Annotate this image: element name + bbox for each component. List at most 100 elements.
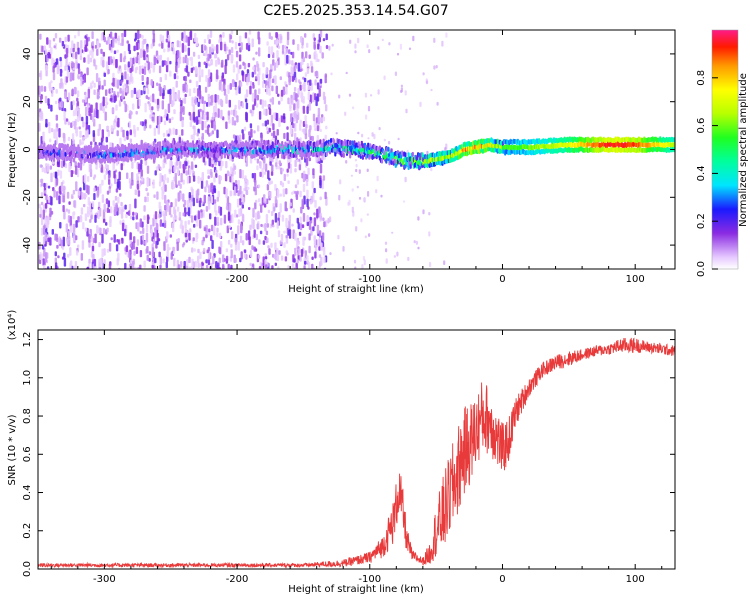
spectrogram-noise-cell <box>254 202 257 210</box>
spectrogram-noise-cell <box>190 113 193 121</box>
spectrogram-noise-cell <box>269 223 273 229</box>
spectrogram-noise-cell <box>87 176 90 182</box>
spectrogram-noise-cell <box>89 57 93 63</box>
spectrogram-noise-cell <box>197 255 200 264</box>
spectrogram-noise-cell <box>324 75 327 84</box>
spectrogram-noise-cell <box>324 191 327 200</box>
spectrogram-noise-cell <box>121 75 124 81</box>
spectrogram-ridge-cell <box>163 152 166 158</box>
spectrogram-noise-cell <box>57 169 60 176</box>
spectrogram-noise-cell <box>69 215 72 226</box>
spectrogram-noise-cell <box>295 93 298 102</box>
spectrogram-noise-cell <box>266 237 269 243</box>
spectrogram-noise-cell <box>73 35 77 39</box>
spectrogram-noise-cell <box>265 264 268 269</box>
spectrogram-noise-cell <box>38 122 41 132</box>
spectrogram-noise-cell <box>107 69 110 75</box>
spectrogram-noise-cell <box>277 45 281 49</box>
spectrogram-noise-cell <box>299 190 302 198</box>
spectrogram-ridge-cell <box>373 144 376 150</box>
spectrogram-noise-cell <box>109 56 113 65</box>
spectrogram-noise-cell <box>136 126 139 131</box>
spectrogram-noise-cell <box>253 130 256 134</box>
spectrogram-noise-cell <box>291 98 294 105</box>
spectrogram-noise-cell <box>400 89 403 93</box>
spectrogram-noise-cell <box>435 65 438 69</box>
spectrogram-noise-cell <box>136 173 139 181</box>
spectrogram-noise-cell <box>46 37 49 45</box>
spectrogram-ridge-cell <box>421 152 424 158</box>
spectrogram-noise-cell <box>54 262 58 269</box>
spectrogram-noise-cell <box>122 88 125 98</box>
spectrogram-noise-cell <box>160 186 164 191</box>
spectrogram-noise-cell <box>185 65 189 73</box>
spectrogram-noise-cell <box>167 133 170 137</box>
spectrogram-ridge-cell <box>52 156 56 162</box>
spectrogram-noise-cell <box>151 116 154 122</box>
spectrogram-noise-cell <box>231 213 234 223</box>
spectrogram-noise-cell <box>303 265 306 269</box>
spectrogram-noise-cell <box>259 99 263 105</box>
spectrogram-noise-cell <box>129 138 132 143</box>
spectrogram-noise-cell <box>52 38 56 42</box>
spectrogram-noise-cell <box>377 46 380 50</box>
spectrogram-noise-cell <box>229 83 232 90</box>
spectrogram-noise-cell <box>375 189 378 194</box>
spectrogram-noise-cell <box>264 100 267 107</box>
spectrogram-noise-cell <box>318 230 322 238</box>
spectrogram-noise-cell <box>230 264 233 269</box>
spectrogram-noise-cell <box>218 157 221 162</box>
spectrogram-noise-cell <box>192 111 196 121</box>
spectrogram-noise-cell <box>149 114 152 119</box>
spectrogram-noise-cell <box>161 35 165 44</box>
spectrogram-noise-cell <box>338 194 341 201</box>
spectrogram-noise-cell <box>55 89 58 94</box>
spectrogram-noise-cell <box>97 210 100 220</box>
spectrogram-noise-cell <box>92 130 95 137</box>
spectrogram-noise-cell <box>179 104 183 114</box>
spectrogram-noise-cell <box>191 258 194 268</box>
spectrogram-noise-cell <box>256 158 260 164</box>
spectrogram-noise-cell <box>131 172 134 182</box>
spectrogram-noise-cell <box>240 223 243 234</box>
spectrogram-noise-cell <box>192 237 195 242</box>
spectrogram-noise-cell <box>380 194 383 198</box>
spectrogram-noise-cell <box>45 194 48 201</box>
spectrogram-noise-cell <box>182 193 185 202</box>
spectrogram-noise-cell <box>78 113 82 121</box>
spectrogram-noise-cell <box>312 33 315 39</box>
spectrogram-noise-cell <box>243 126 247 131</box>
spectrogram-noise-cell <box>67 92 71 101</box>
spectrogram-noise-cell <box>282 188 285 197</box>
snr-panel: -300 -200 -100 0 100 0.00.20.40.60.81.01.2 H… <box>7 310 676 595</box>
spectrogram-noise-cell <box>319 30 323 38</box>
spectrogram-noise-cell <box>124 204 127 210</box>
spectrogram-noise-cell <box>208 63 211 67</box>
spectrogram-noise-cell <box>244 98 248 103</box>
spectrogram-noise-cell <box>213 225 216 236</box>
spectrogram-noise-cell <box>189 30 193 41</box>
spectrogram-noise-cell <box>244 183 247 188</box>
spectrogram-noise-cell <box>91 41 95 46</box>
spectrogram-noise-cell <box>129 57 133 67</box>
spectrogram-noise-cell <box>170 252 173 260</box>
spectrogram-ridge-cell <box>321 142 324 148</box>
spectrogram-noise-cell <box>139 121 143 126</box>
spectrogram-noise-cell <box>185 161 188 167</box>
x-tick-label: 100 <box>626 574 645 585</box>
spectrogram-noise-cell <box>149 124 152 129</box>
spectrogram-noise-cell <box>71 40 74 51</box>
spectrogram-noise-cell <box>137 54 141 65</box>
spectrogram-noise-cell <box>126 79 129 85</box>
spectrogram-noise-cell <box>144 119 147 124</box>
spectrogram-noise-cell <box>41 217 44 226</box>
spectrogram-noise-cell <box>127 43 131 52</box>
spectrogram-noise-cell <box>368 49 371 54</box>
spectrogram-noise-cell <box>47 103 51 109</box>
spectrogram-noise-cell <box>145 224 149 233</box>
spectrogram-noise-cell <box>154 228 157 238</box>
y-tick-label: 0.4 <box>22 485 33 501</box>
spectrogram-noise-cell <box>92 253 95 261</box>
spectrogram-noise-cell <box>104 103 108 109</box>
spectrogram-noise-cell <box>38 112 42 121</box>
